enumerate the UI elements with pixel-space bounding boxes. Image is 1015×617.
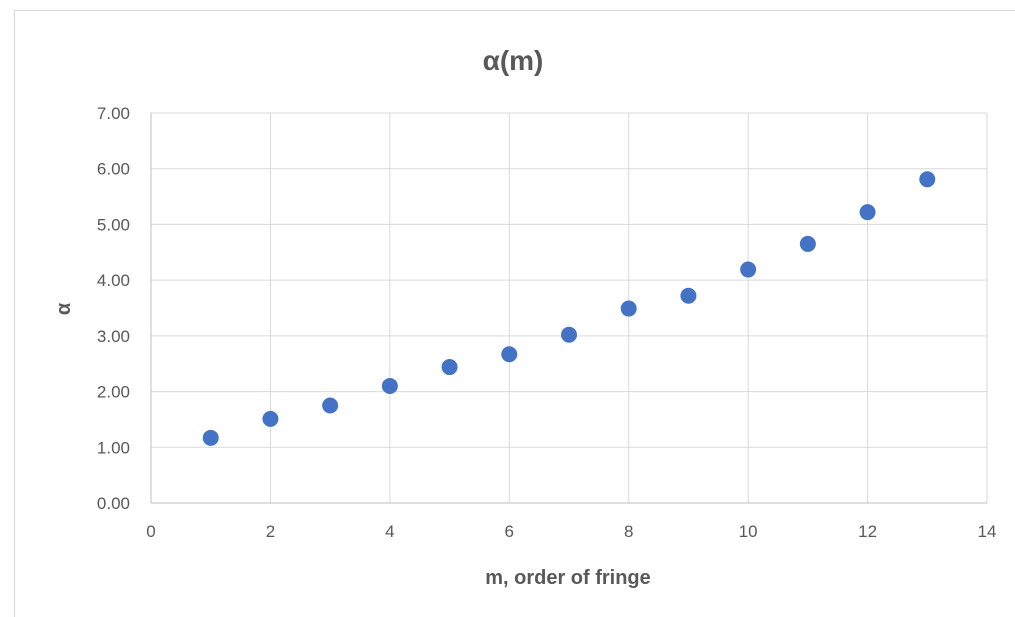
y-axis-title: α	[53, 302, 75, 315]
tick-labels: 0.00 1.00 2.00 3.00 4.00 5.00 6.00 7.00 0 2 4 6 8 10 1…	[97, 104, 997, 541]
y-tick-label: 6.00	[97, 160, 130, 179]
x-tick-label: 0	[146, 522, 155, 541]
y-tick-label: 3.00	[97, 327, 130, 346]
data-point	[561, 326, 577, 343]
data-point	[441, 359, 458, 376]
data-point	[919, 171, 936, 188]
data-points	[202, 171, 936, 446]
data-point	[202, 429, 219, 446]
data-point	[381, 378, 398, 394]
data-point	[740, 261, 757, 278]
x-tick-label: 2	[266, 522, 275, 541]
data-point	[859, 204, 876, 221]
y-tick-label: 0.00	[97, 494, 130, 513]
chart-title: α(m)	[483, 45, 544, 76]
chart-frame	[14, 10, 1015, 617]
x-axis-title: m, order of fringe	[485, 567, 651, 589]
x-tick-label: 8	[624, 522, 633, 541]
data-point	[501, 346, 518, 363]
x-tick-label: 10	[739, 522, 758, 541]
x-tick-label: 6	[505, 522, 514, 541]
y-tick-label: 2.00	[97, 383, 130, 402]
data-point	[620, 300, 637, 317]
data-point	[680, 287, 697, 304]
axes	[150, 113, 987, 504]
x-tick-label: 4	[385, 522, 394, 541]
y-tick-label: 4.00	[97, 271, 130, 290]
y-tick-label: 1.00	[97, 438, 130, 457]
data-point	[262, 410, 279, 427]
grid-lines	[151, 112, 988, 503]
data-point	[799, 235, 816, 252]
y-tick-label: 5.00	[97, 215, 130, 234]
data-point	[322, 397, 339, 414]
y-tick-label: 7.00	[97, 104, 130, 123]
x-tick-label: 12	[858, 522, 877, 541]
x-tick-label: 14	[978, 522, 997, 541]
